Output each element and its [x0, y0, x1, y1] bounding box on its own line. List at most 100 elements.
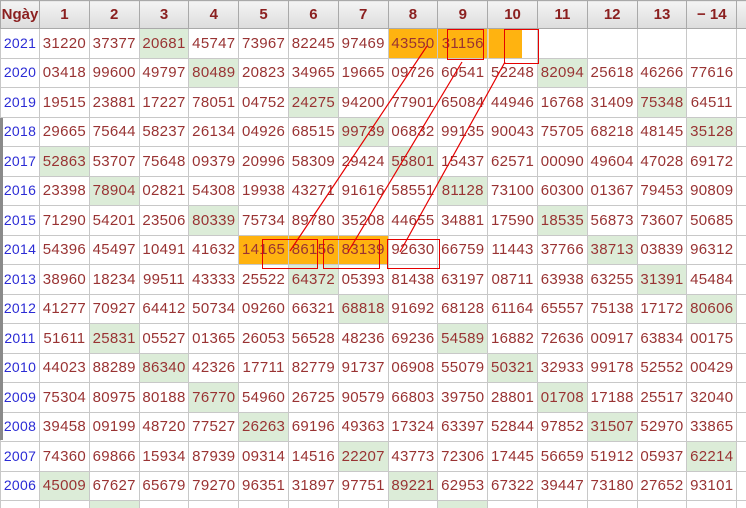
cell-2017-14: 69172 [686, 146, 738, 177]
cell-2017-11: 00090 [536, 146, 588, 177]
cell-2021-10 [487, 28, 538, 59]
year-link-2006[interactable]: 2006 [3, 477, 37, 494]
cell-2015-8: 44655 [387, 205, 439, 236]
cell-2020-12: 25618 [586, 57, 638, 88]
row-partial-next [0, 500, 746, 508]
year-link-2013[interactable]: 2013 [3, 270, 37, 287]
cell-2013-6: 64372 [287, 264, 339, 295]
cell-2012-12: 75138 [586, 293, 638, 324]
cell-2011-1: 51611 [39, 323, 90, 354]
cell-2020-11: 82094 [536, 57, 588, 88]
cell-2020-4: 80489 [188, 57, 240, 88]
cell-2015-3: 23506 [138, 205, 190, 236]
cell-2019-13: 75348 [636, 87, 688, 118]
cell-2008-2: 09199 [88, 411, 140, 442]
year-link-2011[interactable]: 2011 [4, 329, 36, 346]
cell-2020-13: 46266 [636, 57, 688, 88]
row-2014: 2014 54396 45497 10491 41632 14165 86156 83139 9… [0, 234, 746, 265]
cell-2013-7: 05393 [337, 264, 389, 295]
cell-2015-7: 35208 [337, 205, 389, 236]
cell-2010-1: 44023 [39, 352, 90, 383]
cell-2009-11: 01708 [536, 382, 588, 413]
cell-partial-12 [586, 500, 638, 508]
cell-2006-4: 79270 [188, 470, 240, 501]
cell-2018-3: 58237 [138, 116, 190, 147]
cell-2008-14: 33865 [686, 411, 738, 442]
cell-2016-1: 23398 [39, 175, 90, 206]
row-2007: 2007 74360 69866 15934 87939 09314 14516 22207 4… [0, 441, 746, 472]
cell-2015-1: 71290 [39, 205, 90, 236]
year-link-2012[interactable]: 2012 [3, 300, 37, 317]
cell-2008-13: 52970 [636, 411, 688, 442]
header-col-14[interactable]: − 14 [686, 0, 738, 29]
cell-2007-10: 17445 [487, 441, 538, 472]
year-link-2007[interactable]: 2007 [3, 447, 37, 464]
cell-2017-12: 49604 [586, 146, 638, 177]
year-link-2009[interactable]: 2009 [3, 388, 37, 405]
cell-2010-9: 55079 [437, 352, 489, 383]
cell-2021-12 [586, 28, 638, 59]
cell-partial-10 [487, 500, 538, 508]
cell-2010-5: 17711 [238, 352, 289, 383]
cell-2016-7: 91616 [337, 175, 389, 206]
cell-2018-12: 68218 [586, 116, 638, 147]
cell-2016-sliver [736, 175, 746, 206]
year-link-2010[interactable]: 2010 [3, 359, 37, 376]
cell-partial-5 [238, 500, 289, 508]
cell-2018-9: 99135 [437, 116, 489, 147]
cell-2007-4: 87939 [188, 441, 240, 472]
year-link-2019[interactable]: 2019 [3, 93, 37, 110]
year-cell-2021: 2021 [0, 28, 40, 59]
cell-2008-3: 48720 [138, 411, 190, 442]
cell-2017-8: 55801 [387, 146, 439, 177]
year-link-2014[interactable]: 2014 [3, 241, 37, 258]
header-col-8: 8 [387, 0, 439, 29]
cell-2008-5: 26263 [238, 411, 289, 442]
header-col-3: 3 [138, 0, 190, 29]
cell-2012-1: 41277 [39, 293, 90, 324]
year-link-2008[interactable]: 2008 [3, 418, 37, 435]
year-link-2015[interactable]: 2015 [3, 211, 37, 228]
cell-2006-3: 65679 [138, 470, 190, 501]
cell-2016-3: 02821 [138, 175, 190, 206]
cell-2016-13: 79453 [636, 175, 688, 206]
cell-2010-12: 99178 [586, 352, 638, 383]
cell-2009-14: 32040 [686, 382, 738, 413]
year-link-2017[interactable]: 2017 [3, 152, 37, 169]
cell-2006-14: 93101 [686, 470, 738, 501]
cell-partial-2 [88, 500, 140, 508]
cell-2019-12: 31409 [586, 87, 638, 118]
cell-2012-7: 68818 [337, 293, 389, 324]
year-link-2020[interactable]: 2020 [3, 64, 37, 81]
cell-2021-4: 45747 [188, 28, 240, 59]
cell-2015-13: 73607 [636, 205, 688, 236]
cell-2016-9: 81128 [437, 175, 489, 206]
cell-2014-8: 92630 [387, 234, 439, 265]
row-2018: 2018 29665 75644 58237 26134 04926 68515 99739 0… [0, 116, 746, 147]
cell-partial-15 [736, 500, 746, 508]
cell-2020-1: 03418 [39, 57, 90, 88]
cell-2006-7: 97751 [337, 470, 389, 501]
cell-2015-14: 50685 [686, 205, 738, 236]
year-cell-2019: 2019 [0, 87, 40, 118]
cell-partial-3 [138, 500, 190, 508]
year-cell-2015: 2015 [0, 205, 40, 236]
cell-2009-5: 54960 [238, 382, 289, 413]
cell-2019-4: 78051 [188, 87, 240, 118]
cell-2014-7: 83139 [337, 234, 389, 265]
cell-2020-10: 52248 [487, 57, 538, 88]
cell-2016-2: 78904 [88, 175, 140, 206]
cell-2018-11: 75705 [536, 116, 588, 147]
cell-2020-3: 49797 [138, 57, 190, 88]
year-link-2016[interactable]: 2016 [3, 182, 37, 199]
cell-2019-5: 04752 [238, 87, 289, 118]
left-scrollbar-thumb[interactable] [0, 118, 3, 440]
cell-2015-sliver [736, 205, 746, 236]
cell-2010-2: 88289 [88, 352, 140, 383]
year-link-2018[interactable]: 2018 [3, 123, 37, 140]
year-link-2021[interactable]: 2021 [3, 34, 37, 51]
cell-2016-12: 01367 [586, 175, 638, 206]
cell-2014-sliver [736, 234, 746, 265]
cell-2008-6: 69196 [287, 411, 339, 442]
cell-2015-4: 80339 [188, 205, 240, 236]
